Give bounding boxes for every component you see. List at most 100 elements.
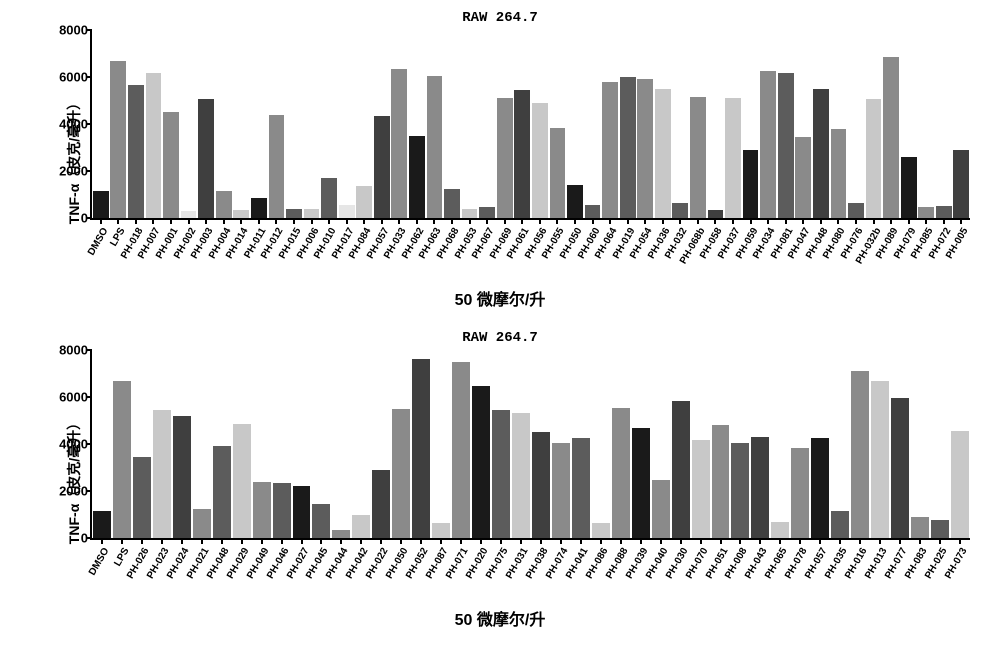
bar-slot: PH-077 [890, 350, 910, 538]
chart-title-2: RAW 264.7 [462, 330, 538, 346]
x-axis-title-2: 50 微摩尔/升 [455, 606, 546, 630]
bar-slot: PH-038 [531, 350, 551, 538]
bar [532, 432, 550, 538]
bar-slot: PH-057 [810, 350, 830, 538]
bar-slot: PH-003 [197, 30, 215, 218]
bar-slot: PH-083 [910, 350, 930, 538]
bar-slot: PH-005 [953, 30, 971, 218]
bar-slot: PH-032b [865, 30, 883, 218]
bar [813, 89, 829, 218]
bar-slot: PH-047 [795, 30, 813, 218]
bar-slot: PH-032 [672, 30, 690, 218]
bar [173, 416, 191, 538]
bar [163, 112, 179, 218]
bar [567, 185, 583, 218]
y-tick-mark [86, 217, 92, 219]
bar [253, 482, 271, 538]
bar-slot: PH-022 [371, 350, 391, 538]
bar-slot: PH-019 [619, 30, 637, 218]
bar-slot: PH-057 [373, 30, 391, 218]
bar-slot: PH-069 [496, 30, 514, 218]
bar [198, 99, 214, 218]
bar [655, 89, 671, 218]
bar [512, 413, 530, 538]
y-tick-mark [86, 349, 92, 351]
y-tick-mark [86, 76, 92, 78]
bar [273, 483, 291, 538]
bar [602, 82, 618, 218]
bar-slot: PH-050 [566, 30, 584, 218]
bar-slot: PH-068 [443, 30, 461, 218]
bar [412, 359, 430, 538]
bar-slot: PH-007 [145, 30, 163, 218]
bar-slot: PH-002 [180, 30, 198, 218]
bar [637, 79, 653, 218]
bar-slot: PH-020 [471, 350, 491, 538]
bar [672, 401, 690, 538]
bar-slot: PH-027 [292, 350, 312, 538]
bar [110, 61, 126, 218]
bar-slot: PH-074 [551, 350, 571, 538]
bar-slot: PH-012 [268, 30, 286, 218]
bar-slot: PH-080 [830, 30, 848, 218]
bar-slot: PH-037 [724, 30, 742, 218]
bar [409, 136, 425, 218]
bar-slot: PH-048 [212, 350, 232, 538]
bar-slot: LPS [110, 30, 128, 218]
bar [795, 137, 811, 218]
bar-slot: PH-079 [900, 30, 918, 218]
bar-slot: PH-046 [272, 350, 292, 538]
bar [269, 115, 285, 218]
bar [951, 431, 969, 538]
bar-slot: PH-088 [611, 350, 631, 538]
bar [811, 438, 829, 538]
bar-slot: PH-051 [711, 350, 731, 538]
bar [133, 457, 151, 538]
bar [572, 438, 590, 538]
bar [356, 186, 372, 218]
bar-slot: PH-089 [882, 30, 900, 218]
bar [552, 443, 570, 538]
bar-slot: PH-011 [250, 30, 268, 218]
bar-slot: PH-052 [411, 350, 431, 538]
chart-panel-2: RAW 264.7 TNF-α（皮克/毫升） DMSOLPSPH-026PH-0… [20, 330, 980, 630]
bar [851, 371, 869, 538]
bar-slot: PH-034 [759, 30, 777, 218]
bar-slot: PH-085 [917, 30, 935, 218]
bar-slot: PH-054 [636, 30, 654, 218]
bar [213, 446, 231, 538]
bar-slot: PH-026 [132, 350, 152, 538]
bar [153, 410, 171, 538]
bar [743, 150, 759, 218]
y-tick-label: 6000 [59, 390, 88, 405]
plot-area-1: DMSOLPSPH-018PH-007PH-001PH-002PH-003PH-… [90, 30, 970, 220]
y-tick-label: 8000 [59, 343, 88, 358]
bar [374, 116, 390, 218]
bar-slot: PH-014 [233, 30, 251, 218]
bars-1: DMSOLPSPH-018PH-007PH-001PH-002PH-003PH-… [92, 30, 970, 218]
bar [93, 191, 109, 218]
bar [427, 76, 443, 218]
bar [871, 381, 889, 538]
bar [612, 408, 630, 538]
bar [391, 69, 407, 218]
y-tick-mark [86, 537, 92, 539]
bar-slot: PH-044 [331, 350, 351, 538]
bar [128, 85, 144, 218]
bar [778, 73, 794, 218]
bar-slot: PH-043 [750, 350, 770, 538]
bar [751, 437, 769, 538]
bar-slot: PH-059 [742, 30, 760, 218]
bar-slot: PH-064 [601, 30, 619, 218]
y-tick-mark [86, 490, 92, 492]
bar-slot: PH-061 [514, 30, 532, 218]
bar [760, 71, 776, 218]
bar-slot: PH-045 [311, 350, 331, 538]
bar-slot: PH-075 [491, 350, 511, 538]
y-tick-mark [86, 396, 92, 398]
bar-slot: PH-016 [850, 350, 870, 538]
bar-slot: PH-001 [162, 30, 180, 218]
bar-slot: PH-031 [511, 350, 531, 538]
bar-slot: PH-033 [391, 30, 409, 218]
bar [883, 57, 899, 218]
